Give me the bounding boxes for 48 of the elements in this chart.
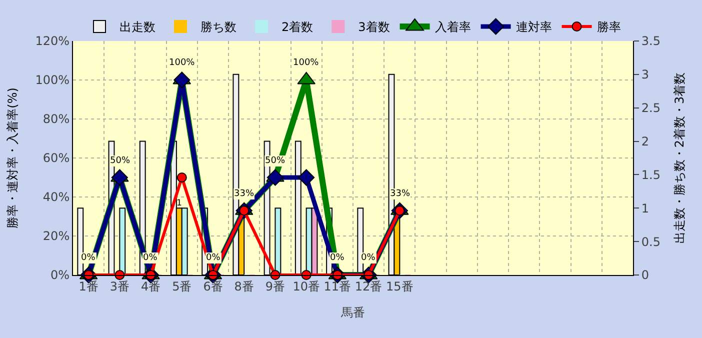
data-label: 33% bbox=[234, 189, 254, 199]
y2-tick-label: 3.5 bbox=[641, 34, 660, 48]
data-label: 100% bbox=[169, 58, 196, 68]
x-tick-label: 9番 bbox=[265, 279, 286, 294]
data-label: 1 bbox=[176, 198, 182, 209]
x-tick-label: 12番 bbox=[354, 279, 382, 294]
y-tick-label: 100% bbox=[35, 73, 70, 88]
data-label: 100% bbox=[293, 58, 320, 68]
y-tick-label: 0% bbox=[50, 268, 70, 282]
x-axis-title: 馬番 bbox=[340, 305, 365, 320]
y2-tick-label: 0.5 bbox=[641, 234, 660, 249]
y2-tick-label: 1 bbox=[641, 201, 650, 216]
y2-tick-label: 1.5 bbox=[641, 168, 660, 182]
legend-label: 2着数 bbox=[282, 20, 314, 34]
legend-label: 入着率 bbox=[434, 20, 471, 34]
x-tick-label: 10番 bbox=[292, 279, 320, 294]
legend-label: 勝ち数 bbox=[200, 20, 236, 34]
x-tick-label: 5番 bbox=[172, 279, 192, 294]
x-tick-label: 1番 bbox=[78, 279, 98, 294]
legend-label: 連対率 bbox=[516, 20, 552, 34]
y2-axis-title: 出走数・勝ち数・2着数・3着数 bbox=[672, 72, 686, 244]
data-label: 0% bbox=[330, 253, 345, 263]
data-label: 50% bbox=[265, 156, 286, 166]
y-tick-label: 40% bbox=[42, 190, 70, 204]
y2-tick-label: 2 bbox=[641, 134, 650, 148]
y-tick-label: 60% bbox=[42, 151, 70, 166]
data-label: 0% bbox=[81, 253, 96, 263]
x-tick-label: 11番 bbox=[324, 279, 352, 294]
data-label: 0% bbox=[206, 253, 221, 263]
x-tick-label: 8番 bbox=[234, 279, 254, 294]
x-tick-label: 15番 bbox=[386, 279, 414, 294]
data-label: 33% bbox=[390, 189, 410, 199]
legend-label: 出走数 bbox=[120, 20, 156, 34]
data-label: 50% bbox=[110, 156, 130, 166]
y-tick-label: 20% bbox=[42, 229, 70, 244]
y2-tick-label: 3 bbox=[641, 68, 650, 82]
legend-label: 勝率 bbox=[596, 20, 621, 34]
y-tick-label: 120% bbox=[35, 34, 70, 48]
y-tick-label: 80% bbox=[42, 112, 70, 126]
data-label: 0% bbox=[361, 253, 376, 263]
x-tick-label: 3番 bbox=[110, 279, 130, 294]
legend-label: 3着数 bbox=[358, 20, 390, 34]
data-label: 0% bbox=[143, 253, 158, 263]
y2-tick-label: 0 bbox=[641, 268, 650, 282]
y2-tick-label: 2.5 bbox=[641, 101, 660, 116]
x-tick-label: 6番 bbox=[203, 279, 223, 294]
y-axis-title: 勝率・連対率・入着率(%) bbox=[6, 88, 20, 228]
x-tick-label: 4番 bbox=[140, 279, 161, 294]
